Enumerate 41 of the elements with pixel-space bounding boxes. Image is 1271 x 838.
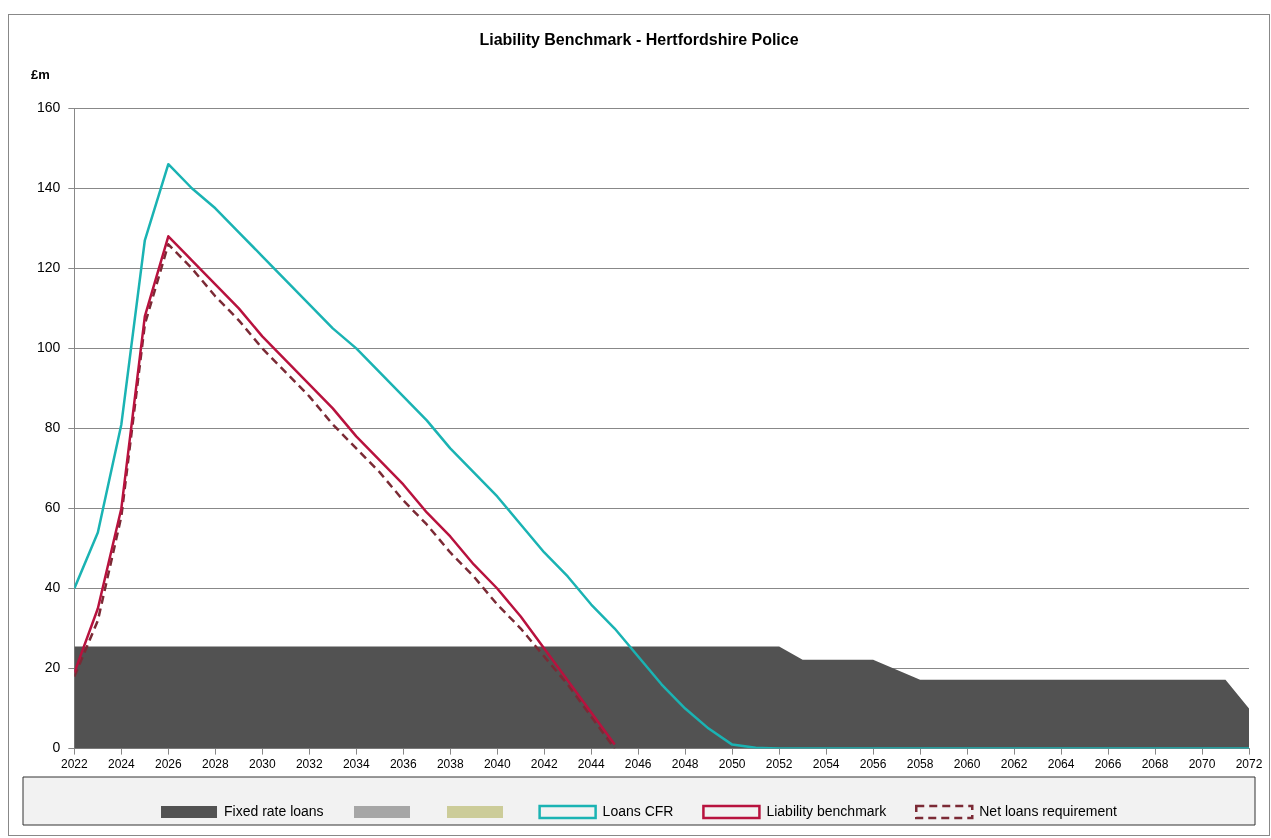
- x-tick-label: 2038: [436, 757, 464, 772]
- x-tick-label: 2056: [859, 757, 887, 772]
- x-tick-label: 2026: [154, 757, 182, 772]
- y-axis-title: £m: [31, 67, 50, 83]
- x-tick-label: 2040: [483, 757, 511, 772]
- x-tick-label: 2036: [389, 757, 417, 772]
- x-tick-label: 2062: [1000, 757, 1028, 772]
- x-tick-label: 2060: [953, 757, 981, 772]
- legend-label: Fixed rate loans: [224, 802, 324, 819]
- x-tick-label: 2058: [906, 757, 934, 772]
- chart-title: Liability Benchmark - Hertfordshire Police: [479, 31, 799, 49]
- x-tick-label: 2052: [765, 757, 793, 772]
- x-tick-label: 2066: [1094, 757, 1122, 772]
- y-tick-label: 80: [44, 419, 61, 436]
- x-tick-label: 2048: [671, 757, 699, 772]
- x-tick-label: 2028: [201, 757, 229, 772]
- x-tick-label: 2050: [718, 757, 746, 772]
- x-tick-label: 2070: [1188, 757, 1216, 772]
- legend-label: Liability benchmark: [766, 802, 888, 819]
- x-tick-label: 2034: [342, 757, 370, 772]
- y-tick-label: 40: [44, 579, 61, 596]
- y-tick-label: 140: [37, 179, 61, 196]
- y-tick-label: 120: [37, 259, 61, 276]
- x-tick-label: 2046: [624, 757, 652, 772]
- x-tick-label: 2022: [61, 757, 89, 772]
- x-tick-label: 2024: [107, 757, 136, 772]
- x-tick-label: 2064: [1047, 757, 1075, 772]
- x-tick-label: 2068: [1141, 757, 1169, 772]
- y-tick-label: 0: [52, 739, 61, 756]
- x-tick-label: 2072: [1235, 757, 1263, 772]
- x-tick-label: 2042: [530, 757, 558, 772]
- x-tick-label: 2030: [248, 757, 276, 772]
- y-tick-label: 20: [44, 659, 61, 676]
- legend-label: Net loans requirement: [979, 802, 1118, 819]
- y-tick-label: 100: [37, 339, 61, 356]
- y-tick-label: 160: [37, 99, 61, 116]
- x-tick-label: 2044: [577, 757, 605, 772]
- x-tick-label: 2054: [812, 757, 840, 772]
- y-tick-label: 60: [44, 499, 61, 516]
- x-tick-label: 2032: [295, 757, 323, 772]
- legend-label: Loans CFR: [602, 802, 674, 819]
